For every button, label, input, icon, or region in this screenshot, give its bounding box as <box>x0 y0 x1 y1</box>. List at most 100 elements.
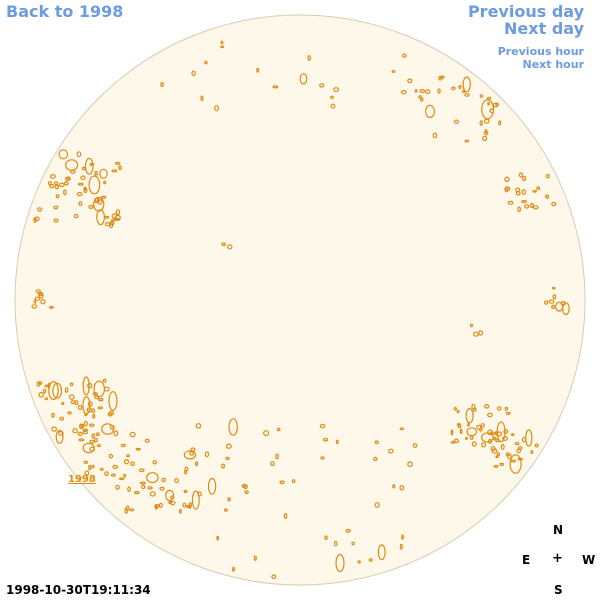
contour-speck <box>138 468 145 473</box>
contour-speck <box>400 89 407 95</box>
contour-speck <box>532 205 539 210</box>
contour-speck <box>67 411 72 415</box>
contour-speck <box>130 461 136 467</box>
contour-speck <box>518 172 524 178</box>
contour-speck <box>551 286 556 290</box>
previous-hour-link[interactable]: Previous hour <box>497 45 584 58</box>
compass-east: E <box>522 553 531 567</box>
contour-speck <box>551 304 555 309</box>
contour-speck <box>456 409 460 414</box>
contour-speck <box>51 426 57 432</box>
previous-day-link[interactable]: Previous day <box>467 2 584 21</box>
contour-speck <box>514 442 520 446</box>
contour-speck <box>493 464 499 468</box>
contour-speck <box>471 441 477 447</box>
contour-speck <box>521 200 528 204</box>
contour-speck <box>232 566 236 572</box>
contour-speck <box>195 422 202 429</box>
contour-speck <box>104 471 109 477</box>
contour-speck <box>53 205 59 210</box>
next-day-link[interactable]: Next day <box>504 19 584 38</box>
contour-speck <box>299 73 308 85</box>
contour-speck <box>510 433 515 437</box>
contour-speck <box>111 169 118 173</box>
contour-speck <box>263 430 270 437</box>
contour-speck <box>351 541 355 546</box>
contour-speck <box>97 199 103 205</box>
contour-speck <box>465 436 468 440</box>
contour-speck <box>522 175 527 182</box>
contour-speck <box>108 453 114 459</box>
contour-speck <box>517 206 522 213</box>
back-to-year-link[interactable]: Back to 1998 <box>6 2 124 21</box>
contour-speck <box>504 176 510 183</box>
contour-speck <box>191 490 200 510</box>
contour-speck <box>335 553 345 573</box>
contour-speck <box>127 486 132 492</box>
contour-speck <box>545 194 549 199</box>
contour-speck <box>76 151 82 158</box>
contour-speck <box>97 406 104 410</box>
contour-speck <box>89 439 95 444</box>
contour-speck <box>291 479 296 484</box>
contour-speck <box>488 438 493 444</box>
contour-speck <box>554 301 564 312</box>
contour-speck <box>244 490 249 495</box>
contour-speck <box>505 411 511 415</box>
contour-speck <box>548 299 555 304</box>
contour-speck <box>399 543 403 550</box>
contour-speck <box>530 202 534 209</box>
contour-speck <box>504 186 511 191</box>
contour-speck <box>228 418 238 436</box>
contour-speck <box>543 300 549 305</box>
contour-speck <box>322 437 329 442</box>
contour-speck <box>87 382 93 389</box>
contour-speck <box>93 380 105 398</box>
contour-speck <box>129 431 136 438</box>
contour-speck <box>487 101 491 106</box>
contour-speck <box>399 427 404 431</box>
contour-speck <box>283 512 288 519</box>
contour-speck <box>276 427 281 432</box>
year-marker-link[interactable]: 1998 <box>68 474 96 485</box>
contour-speck <box>54 184 60 190</box>
contour-speck <box>51 412 55 418</box>
contour-speck <box>473 331 479 337</box>
contour-speck <box>418 95 422 99</box>
contour-speck <box>419 88 425 93</box>
contour-speck <box>204 451 210 458</box>
contour-speck <box>69 382 74 387</box>
contour-speck <box>53 218 59 223</box>
contour-speck <box>462 89 466 94</box>
contour-speck <box>225 456 230 461</box>
contour-speck <box>141 484 146 490</box>
contour-speck <box>100 467 104 471</box>
contour-speck <box>454 438 460 444</box>
next-hour-link[interactable]: Next hour <box>522 58 585 71</box>
contour-speck <box>450 429 454 436</box>
contour-speck <box>478 330 484 336</box>
contour-speck <box>115 484 120 490</box>
contour-speck <box>216 535 220 541</box>
contour-speck <box>64 181 69 186</box>
contour-speck <box>207 477 217 495</box>
contour-speck <box>200 95 204 102</box>
contour-speck <box>40 299 46 305</box>
contour-speck <box>149 491 156 497</box>
contour-speck <box>333 540 338 547</box>
contour-speck <box>118 477 125 481</box>
contour-speck <box>123 473 127 478</box>
contour-speck <box>94 394 100 400</box>
observation-timestamp: 1998-10-30T19:11:34 <box>6 583 151 597</box>
contour-speck <box>489 108 495 114</box>
contour-speck <box>58 182 65 188</box>
contour-speck <box>64 387 69 393</box>
contour-speck <box>63 189 67 196</box>
contour-speck <box>95 432 100 437</box>
contour-speck <box>77 404 83 410</box>
contour-speck <box>125 505 130 511</box>
contour-speck <box>78 201 83 207</box>
contour-speck <box>92 413 96 419</box>
contour-speck <box>487 429 493 436</box>
contour-speck <box>184 469 188 475</box>
